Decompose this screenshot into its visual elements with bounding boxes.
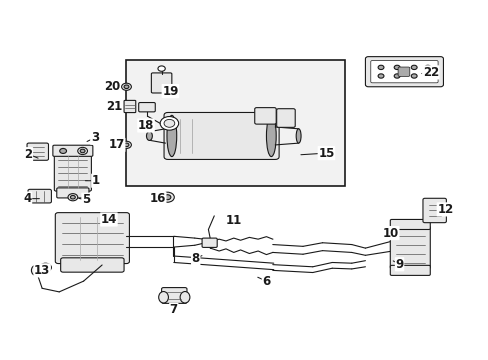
Circle shape	[78, 147, 87, 154]
Text: 15: 15	[318, 147, 334, 159]
Text: 18: 18	[138, 119, 154, 132]
FancyBboxPatch shape	[61, 258, 124, 272]
Circle shape	[163, 195, 170, 200]
Text: 1: 1	[92, 174, 100, 187]
FancyBboxPatch shape	[370, 60, 437, 83]
Text: 20: 20	[103, 80, 120, 93]
FancyBboxPatch shape	[389, 226, 429, 269]
FancyBboxPatch shape	[53, 145, 93, 156]
Text: 11: 11	[225, 214, 242, 227]
FancyBboxPatch shape	[422, 198, 446, 223]
Ellipse shape	[31, 265, 40, 275]
Text: 16: 16	[149, 192, 165, 205]
FancyBboxPatch shape	[55, 213, 129, 264]
Text: 21: 21	[105, 100, 122, 113]
Ellipse shape	[166, 115, 176, 157]
FancyBboxPatch shape	[54, 153, 91, 191]
FancyBboxPatch shape	[151, 73, 171, 93]
Circle shape	[377, 74, 383, 78]
Circle shape	[122, 83, 131, 90]
Circle shape	[80, 149, 85, 153]
Text: 13: 13	[34, 264, 50, 277]
Text: 2: 2	[24, 148, 33, 161]
FancyBboxPatch shape	[27, 143, 48, 160]
Text: 17: 17	[108, 138, 124, 151]
FancyBboxPatch shape	[254, 108, 276, 124]
FancyBboxPatch shape	[365, 57, 443, 87]
Text: 19: 19	[162, 85, 178, 98]
Ellipse shape	[163, 120, 174, 127]
Circle shape	[40, 263, 51, 272]
Circle shape	[124, 143, 129, 147]
Circle shape	[79, 148, 86, 153]
FancyBboxPatch shape	[389, 265, 429, 275]
FancyBboxPatch shape	[397, 67, 409, 76]
FancyBboxPatch shape	[202, 238, 217, 247]
FancyBboxPatch shape	[389, 220, 429, 229]
Text: 10: 10	[382, 226, 398, 239]
Circle shape	[60, 148, 66, 153]
Text: 4: 4	[23, 192, 32, 205]
Ellipse shape	[266, 115, 276, 157]
Text: 7: 7	[169, 303, 178, 316]
Circle shape	[410, 65, 416, 69]
Circle shape	[42, 265, 48, 270]
Circle shape	[68, 194, 78, 201]
FancyBboxPatch shape	[124, 100, 136, 113]
Circle shape	[424, 74, 430, 78]
Circle shape	[377, 65, 383, 69]
Circle shape	[393, 65, 399, 69]
Ellipse shape	[180, 292, 189, 303]
FancyBboxPatch shape	[28, 189, 51, 203]
FancyBboxPatch shape	[163, 112, 279, 159]
Circle shape	[122, 141, 131, 148]
Ellipse shape	[158, 292, 168, 303]
Text: 3: 3	[91, 131, 99, 144]
Circle shape	[424, 65, 430, 69]
Bar	[126, 60, 344, 186]
Ellipse shape	[160, 117, 178, 130]
Text: 14: 14	[101, 213, 117, 226]
FancyBboxPatch shape	[161, 288, 186, 303]
Text: 12: 12	[436, 203, 452, 216]
Ellipse shape	[146, 131, 152, 140]
Text: 22: 22	[422, 66, 438, 79]
FancyBboxPatch shape	[139, 103, 155, 112]
Text: 6: 6	[262, 275, 270, 288]
Circle shape	[70, 195, 75, 199]
Text: 5: 5	[81, 193, 90, 206]
Circle shape	[124, 85, 129, 89]
Circle shape	[160, 192, 174, 202]
Circle shape	[393, 74, 399, 78]
Text: 9: 9	[395, 258, 403, 271]
Circle shape	[410, 74, 416, 78]
FancyBboxPatch shape	[57, 188, 89, 198]
Ellipse shape	[158, 66, 165, 71]
Text: 8: 8	[191, 252, 200, 265]
Ellipse shape	[296, 129, 301, 143]
FancyBboxPatch shape	[276, 109, 295, 127]
